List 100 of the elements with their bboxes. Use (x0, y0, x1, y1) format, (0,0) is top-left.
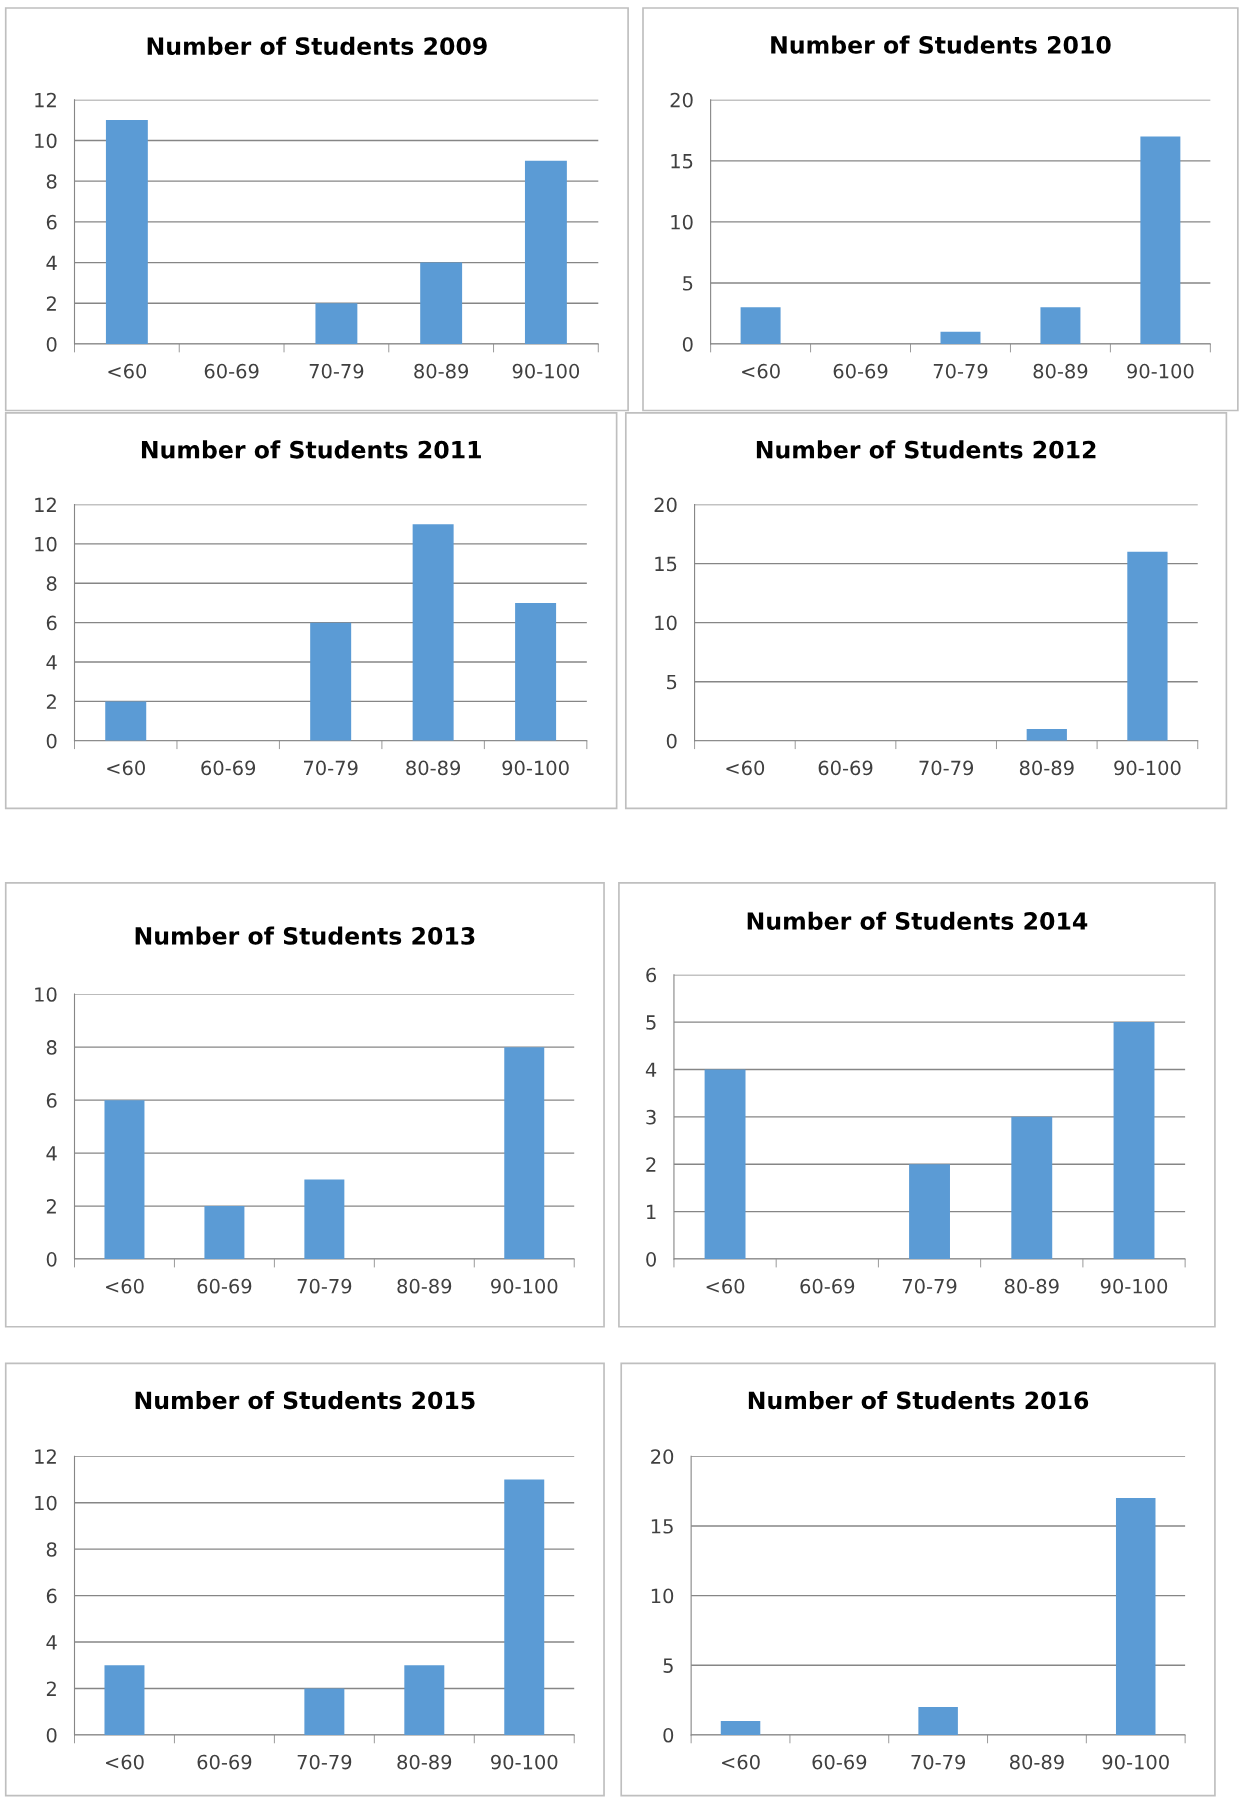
y-tick-label: 5 (667, 674, 677, 690)
x-tick-label: 90-100 (1127, 363, 1194, 379)
x-tick-label: 80-89 (1033, 363, 1088, 379)
x-tick-label: 60-69 (197, 1278, 252, 1294)
x-tick-label: <60 (108, 363, 147, 379)
x-tick-label: 90-100 (512, 363, 580, 379)
x-tick-label: 70-79 (933, 363, 988, 379)
y-tick-label: 0 (46, 1727, 57, 1743)
y-tick-label: 4 (46, 1635, 57, 1650)
chart-title: Number of Students 2011 (141, 440, 481, 459)
x-tick-label: <60 (726, 760, 765, 776)
x-tick-label: 80-89 (406, 760, 461, 776)
x-tick-label: 60-69 (818, 760, 873, 776)
y-tick-label: 5 (646, 1015, 656, 1030)
x-tick-label: <60 (742, 363, 780, 379)
y-tick-label: 4 (46, 655, 57, 670)
bar (740, 307, 781, 344)
y-tick-label: 15 (655, 556, 677, 572)
x-tick-label: 80-89 (414, 363, 469, 379)
bar (720, 1721, 761, 1735)
y-tick-label: 4 (46, 255, 57, 270)
x-tick-label: 60-69 (800, 1278, 855, 1294)
x-tick-label: 80-89 (1010, 1754, 1064, 1770)
y-tick-label: 20 (670, 92, 693, 108)
bar (404, 1665, 445, 1735)
y-tick-label: 4 (46, 1146, 57, 1161)
y-tick-label: 10 (35, 987, 57, 1002)
x-tick-label: 60-69 (201, 760, 256, 776)
bar (315, 303, 358, 344)
x-tick-label: <60 (107, 760, 145, 776)
x-tick-label: 60-69 (204, 363, 259, 379)
x-tick-label: 90-100 (491, 1278, 558, 1294)
bar (105, 120, 148, 344)
bar (104, 1100, 145, 1260)
chart-title: Number of Students 2014 (747, 911, 1088, 930)
chart-title: Number of Students 2012 (756, 440, 1096, 459)
bar (918, 1707, 958, 1735)
y-tick-label: 2 (46, 694, 56, 709)
x-tick-label: 70-79 (902, 1278, 957, 1294)
x-tick-label: 60-69 (833, 363, 888, 379)
bar (1140, 136, 1181, 344)
y-tick-label: 20 (651, 1449, 674, 1464)
y-tick-label: 10 (671, 214, 693, 230)
y-tick-label: 5 (663, 1658, 673, 1673)
bar (204, 1206, 245, 1260)
bar (524, 160, 567, 344)
y-tick-label: 8 (46, 576, 57, 591)
bar (310, 622, 352, 741)
x-tick-label: 70-79 (309, 363, 364, 379)
y-tick-label: 12 (35, 497, 56, 512)
y-tick-label: 4 (645, 1062, 657, 1077)
x-tick-label: 80-89 (1019, 760, 1074, 776)
bar (1040, 307, 1081, 344)
y-tick-label: 0 (663, 1727, 674, 1743)
x-tick-label: 70-79 (304, 760, 358, 776)
y-tick-label: 15 (651, 1519, 673, 1534)
y-tick-label: 6 (46, 1588, 57, 1604)
bar (504, 1479, 545, 1735)
y-tick-label: 8 (46, 1040, 57, 1055)
x-tick-label: 90-100 (491, 1754, 558, 1770)
bar (412, 524, 454, 741)
y-tick-label: 0 (646, 1252, 656, 1267)
y-tick-label: 10 (35, 133, 57, 149)
x-tick-label: 80-89 (397, 1754, 452, 1770)
y-tick-label: 8 (46, 174, 57, 189)
x-tick-label: <60 (722, 1754, 760, 1770)
bar (1113, 1022, 1155, 1260)
x-tick-label: 60-69 (197, 1754, 252, 1770)
y-tick-label: 20 (654, 497, 677, 513)
bar (304, 1179, 345, 1260)
x-tick-label: 70-79 (297, 1278, 352, 1294)
x-tick-label: 70-79 (911, 1754, 966, 1770)
y-tick-label: 0 (46, 733, 57, 749)
x-tick-label: 90-100 (1102, 1754, 1169, 1770)
y-tick-label: 6 (46, 615, 57, 631)
y-tick-label: 10 (655, 615, 677, 631)
x-tick-label: 70-79 (297, 1754, 352, 1770)
bar (1011, 1116, 1053, 1260)
y-tick-label: 0 (666, 733, 677, 749)
x-tick-label: <60 (106, 1754, 144, 1770)
bar (104, 1665, 145, 1735)
bar (304, 1688, 345, 1735)
chart-title: Number of Students 2009 (147, 36, 487, 56)
y-tick-label: 0 (46, 336, 57, 352)
y-tick-label: 10 (35, 536, 57, 552)
x-tick-label: 90-100 (502, 760, 569, 776)
y-tick-label: 8 (46, 1542, 57, 1557)
chart-title: Number of Students 2016 (748, 1390, 1089, 1410)
chart-title: Number of Students 2015 (135, 1390, 475, 1410)
y-tick-label: 6 (46, 1093, 57, 1108)
chart-title: Number of Students 2010 (771, 35, 1111, 54)
bar (504, 1047, 545, 1260)
x-tick-label: 90-100 (1114, 760, 1181, 776)
x-tick-label: 80-89 (397, 1278, 452, 1294)
y-tick-label: 12 (35, 1449, 56, 1464)
y-tick-label: 6 (46, 214, 57, 230)
y-tick-label: 15 (671, 154, 693, 169)
bar (420, 262, 463, 344)
y-tick-label: 12 (35, 92, 56, 108)
y-tick-label: 2 (46, 1681, 56, 1696)
